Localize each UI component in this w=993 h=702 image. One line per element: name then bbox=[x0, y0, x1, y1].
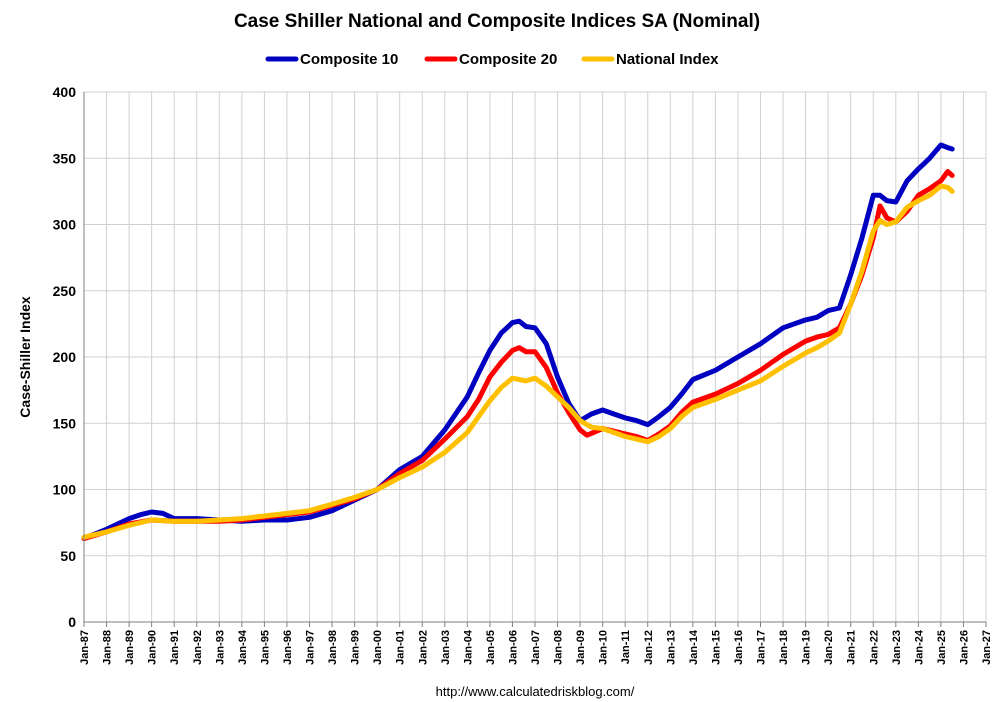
x-tick-label: Jan-97 bbox=[305, 630, 317, 665]
x-tick-label: Jan-21 bbox=[846, 630, 858, 665]
legend-label: Composite 10 bbox=[300, 51, 398, 68]
x-tick-label: Jan-24 bbox=[913, 629, 925, 665]
y-tick-label: 0 bbox=[68, 614, 76, 630]
legend-label: Composite 20 bbox=[459, 51, 557, 68]
x-tick-label: Jan-25 bbox=[936, 630, 948, 665]
x-tick-label: Jan-19 bbox=[801, 630, 813, 665]
x-tick-label: Jan-10 bbox=[598, 630, 610, 665]
x-tick-label: Jan-06 bbox=[507, 630, 519, 665]
x-tick-label: Jan-05 bbox=[485, 630, 497, 665]
x-tick-label: Jan-90 bbox=[147, 630, 159, 665]
y-tick-label: 250 bbox=[53, 283, 77, 299]
x-tick-label: Jan-22 bbox=[868, 630, 880, 665]
x-tick-label: Jan-95 bbox=[259, 630, 271, 665]
x-tick-label: Jan-13 bbox=[665, 630, 677, 665]
x-tick-label: Jan-17 bbox=[756, 630, 768, 665]
x-tick-label: Jan-02 bbox=[417, 630, 429, 665]
x-tick-label: Jan-12 bbox=[643, 630, 655, 665]
x-tick-label: Jan-27 bbox=[981, 630, 993, 665]
legend-label: National Index bbox=[616, 51, 719, 68]
x-tick-label: Jan-26 bbox=[958, 630, 970, 665]
x-tick-label: Jan-18 bbox=[778, 630, 790, 665]
x-tick-label: Jan-98 bbox=[327, 630, 339, 665]
x-tick-label: Jan-14 bbox=[688, 629, 700, 665]
x-tick-label: Jan-88 bbox=[102, 630, 114, 665]
y-tick-label: 150 bbox=[53, 415, 77, 431]
x-tick-label: Jan-04 bbox=[462, 629, 474, 665]
x-tick-label: Jan-03 bbox=[440, 630, 452, 665]
y-tick-label: 50 bbox=[60, 548, 76, 564]
x-tick-label: Jan-01 bbox=[395, 630, 407, 665]
y-tick-label: 100 bbox=[53, 482, 77, 498]
y-tick-label: 350 bbox=[53, 150, 77, 166]
source-url: http://www.calculatedriskblog.com/ bbox=[436, 684, 635, 699]
legend: Composite 10 Composite 20 National Index bbox=[265, 51, 719, 68]
y-axis-label: Case-Shiller Index bbox=[17, 296, 33, 418]
x-tick-label: Jan-93 bbox=[214, 630, 226, 665]
x-tick-label: Jan-00 bbox=[372, 630, 384, 665]
series-line-national-index bbox=[81, 183, 955, 540]
chart-title: Case Shiller National and Composite Indi… bbox=[234, 11, 760, 32]
series-lines bbox=[81, 142, 955, 541]
x-tick-label: Jan-92 bbox=[192, 630, 204, 665]
y-axis-ticks: 0 50 100 150 200 250 300 350 400 bbox=[53, 84, 77, 630]
x-tick-label: Jan-89 bbox=[124, 630, 136, 665]
x-tick-label: Jan-20 bbox=[823, 630, 835, 665]
gridlines bbox=[83, 91, 987, 623]
y-tick-label: 400 bbox=[53, 84, 77, 100]
y-tick-label: 200 bbox=[53, 349, 77, 365]
x-tick-label: Jan-94 bbox=[237, 629, 249, 665]
x-tick-label: Jan-91 bbox=[169, 630, 181, 665]
x-tick-label: Jan-08 bbox=[553, 630, 565, 665]
x-tick-label: Jan-09 bbox=[575, 630, 587, 665]
x-tick-label: Jan-16 bbox=[733, 630, 745, 665]
y-tick-label: 300 bbox=[53, 217, 77, 233]
x-tick-label: Jan-99 bbox=[350, 630, 362, 665]
x-tick-label: Jan-11 bbox=[620, 630, 632, 664]
x-tick-label: Jan-07 bbox=[530, 630, 542, 665]
x-tick-label: Jan-96 bbox=[282, 630, 294, 665]
x-tick-label: Jan-87 bbox=[79, 630, 91, 665]
x-tick-label: Jan-23 bbox=[891, 630, 903, 665]
x-axis-ticks: Jan-87 Jan-88 Jan-89 Jan-90 Jan-91 Jan-92 Jan-… bbox=[79, 622, 993, 665]
x-tick-label: Jan-15 bbox=[710, 630, 722, 665]
